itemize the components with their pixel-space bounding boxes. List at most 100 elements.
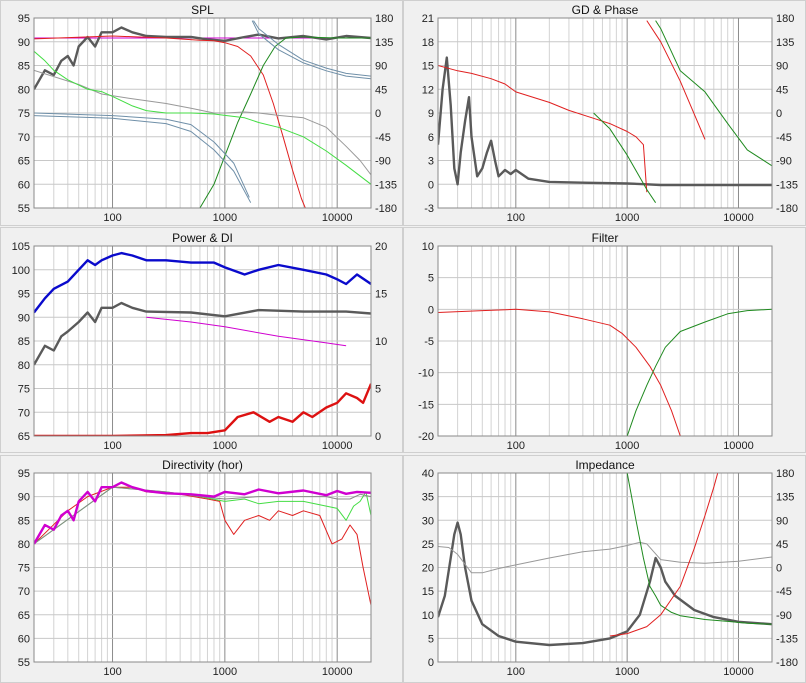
x-tick-label: 100	[507, 212, 525, 224]
plot-border	[33, 245, 372, 437]
y2-tick-label: 90	[375, 61, 387, 73]
y-tick-label: 95	[18, 289, 30, 301]
y-tick-label: 75	[18, 563, 30, 575]
y2-tick-label: -180	[375, 203, 397, 215]
y2-tick-label: -90	[776, 156, 792, 168]
y2-tick-label: 20	[375, 241, 387, 253]
y-tick-label: 0	[428, 657, 434, 669]
series-line-2	[626, 308, 772, 436]
y-tick-label: 3	[428, 156, 434, 168]
series-line-4	[609, 473, 719, 637]
plot-border	[437, 245, 773, 437]
chart-filter: 10 5 0 -5 -10 -15 -20 100 1000 10000 Filter	[403, 227, 806, 453]
y-tick-label: 85	[18, 61, 30, 73]
y2-tick-label: 0	[375, 108, 381, 120]
y-tick-label: 65	[18, 431, 30, 443]
y-tick-label: 0	[428, 304, 434, 316]
y2-tick-label: 90	[776, 515, 788, 527]
y-tick-label: 35	[422, 492, 434, 504]
x-tick-label: 1000	[213, 212, 237, 224]
y-tick-label: 18	[422, 37, 434, 49]
x-tick-label: 10000	[322, 666, 353, 678]
y2-tick-label: 135	[375, 37, 393, 49]
y2-tick-label: 15	[375, 289, 387, 301]
y2-tick-label: -180	[776, 657, 798, 669]
series-line-1	[438, 521, 772, 647]
y-tick-label: 70	[18, 132, 30, 144]
y-tick-label: 40	[422, 468, 434, 480]
y-tick-label: 90	[18, 312, 30, 324]
y-tick-label: 0	[428, 179, 434, 191]
y2-tick-label: -180	[776, 203, 798, 215]
series-line-1	[438, 56, 772, 187]
y2-tick-label: 180	[375, 13, 393, 25]
y-tick-label: 65	[18, 156, 30, 168]
series-line-1	[34, 251, 371, 314]
y2-tick-label: -135	[776, 633, 798, 645]
series-line-3	[34, 486, 371, 545]
y2-tick-label: -90	[375, 156, 391, 168]
chart-title: Power & DI	[172, 231, 233, 245]
plot-border	[437, 472, 773, 663]
y-tick-label: 105	[12, 241, 30, 253]
series-line-2	[438, 541, 772, 574]
y-tick-label: 5	[428, 633, 434, 645]
x-tick-label: 100	[507, 666, 525, 678]
series-group	[438, 20, 772, 203]
y-tick-label: 25	[422, 539, 434, 551]
y-tick-label: 60	[18, 179, 30, 191]
series-line-4	[199, 36, 371, 208]
y-tick-label: 6	[428, 132, 434, 144]
y-tick-label: 20	[422, 563, 434, 575]
x-tick-label: 100	[507, 440, 525, 452]
y2-tick-label: -135	[375, 179, 397, 191]
y2-tick-label: 10	[375, 336, 387, 348]
y-tick-label: -5	[424, 336, 434, 348]
chart-title: SPL	[191, 3, 214, 17]
x-tick-label: 10000	[723, 666, 754, 678]
series-group	[34, 20, 371, 208]
plot-border	[33, 17, 372, 209]
y-tick-label: 70	[18, 586, 30, 598]
y-tick-label: 12	[422, 84, 434, 96]
y-tick-label: 30	[422, 515, 434, 527]
x-tick-label: 10000	[723, 212, 754, 224]
series-line-2	[34, 301, 371, 366]
series-line-4	[34, 383, 371, 436]
y2-tick-label: -90	[776, 610, 792, 622]
y-tick-label: -20	[418, 431, 434, 443]
series-group	[34, 251, 371, 436]
series-line-1	[34, 486, 371, 606]
series-line-2	[34, 26, 371, 90]
y-tick-label: 65	[18, 610, 30, 622]
y2-tick-label: 0	[375, 431, 381, 443]
y-tick-label: 95	[18, 468, 30, 480]
x-tick-label: 100	[103, 212, 121, 224]
y-tick-label: 85	[18, 515, 30, 527]
x-tick-label: 1000	[615, 666, 639, 678]
plot-border	[33, 472, 372, 663]
x-tick-label: 1000	[213, 666, 237, 678]
series-line-6	[34, 50, 371, 185]
y-tick-label: -3	[424, 203, 434, 215]
series-line-3	[593, 20, 772, 203]
y-tick-label: 70	[18, 407, 30, 419]
y-tick-label: 85	[18, 336, 30, 348]
series-group	[438, 308, 772, 436]
y-tick-label: -15	[418, 399, 434, 411]
x-tick-label: 10000	[322, 440, 353, 452]
y-tick-label: 90	[18, 492, 30, 504]
x-tick-label: 1000	[615, 440, 639, 452]
y2-tick-label: 180	[776, 468, 794, 480]
x-tick-label: 1000	[213, 440, 237, 452]
y2-tick-label: -45	[375, 132, 391, 144]
x-tick-label: 100	[103, 440, 121, 452]
y2-tick-label: -45	[776, 132, 792, 144]
y-tick-label: 90	[18, 37, 30, 49]
x-tick-label: 10000	[723, 440, 754, 452]
y-tick-label: 55	[18, 657, 30, 669]
y-tick-label: 80	[18, 84, 30, 96]
chart-impedance: 40 35 30 25 20 15 10 5 0 180 135 90 45 0 -45 -90 -135 -18…	[403, 455, 806, 683]
